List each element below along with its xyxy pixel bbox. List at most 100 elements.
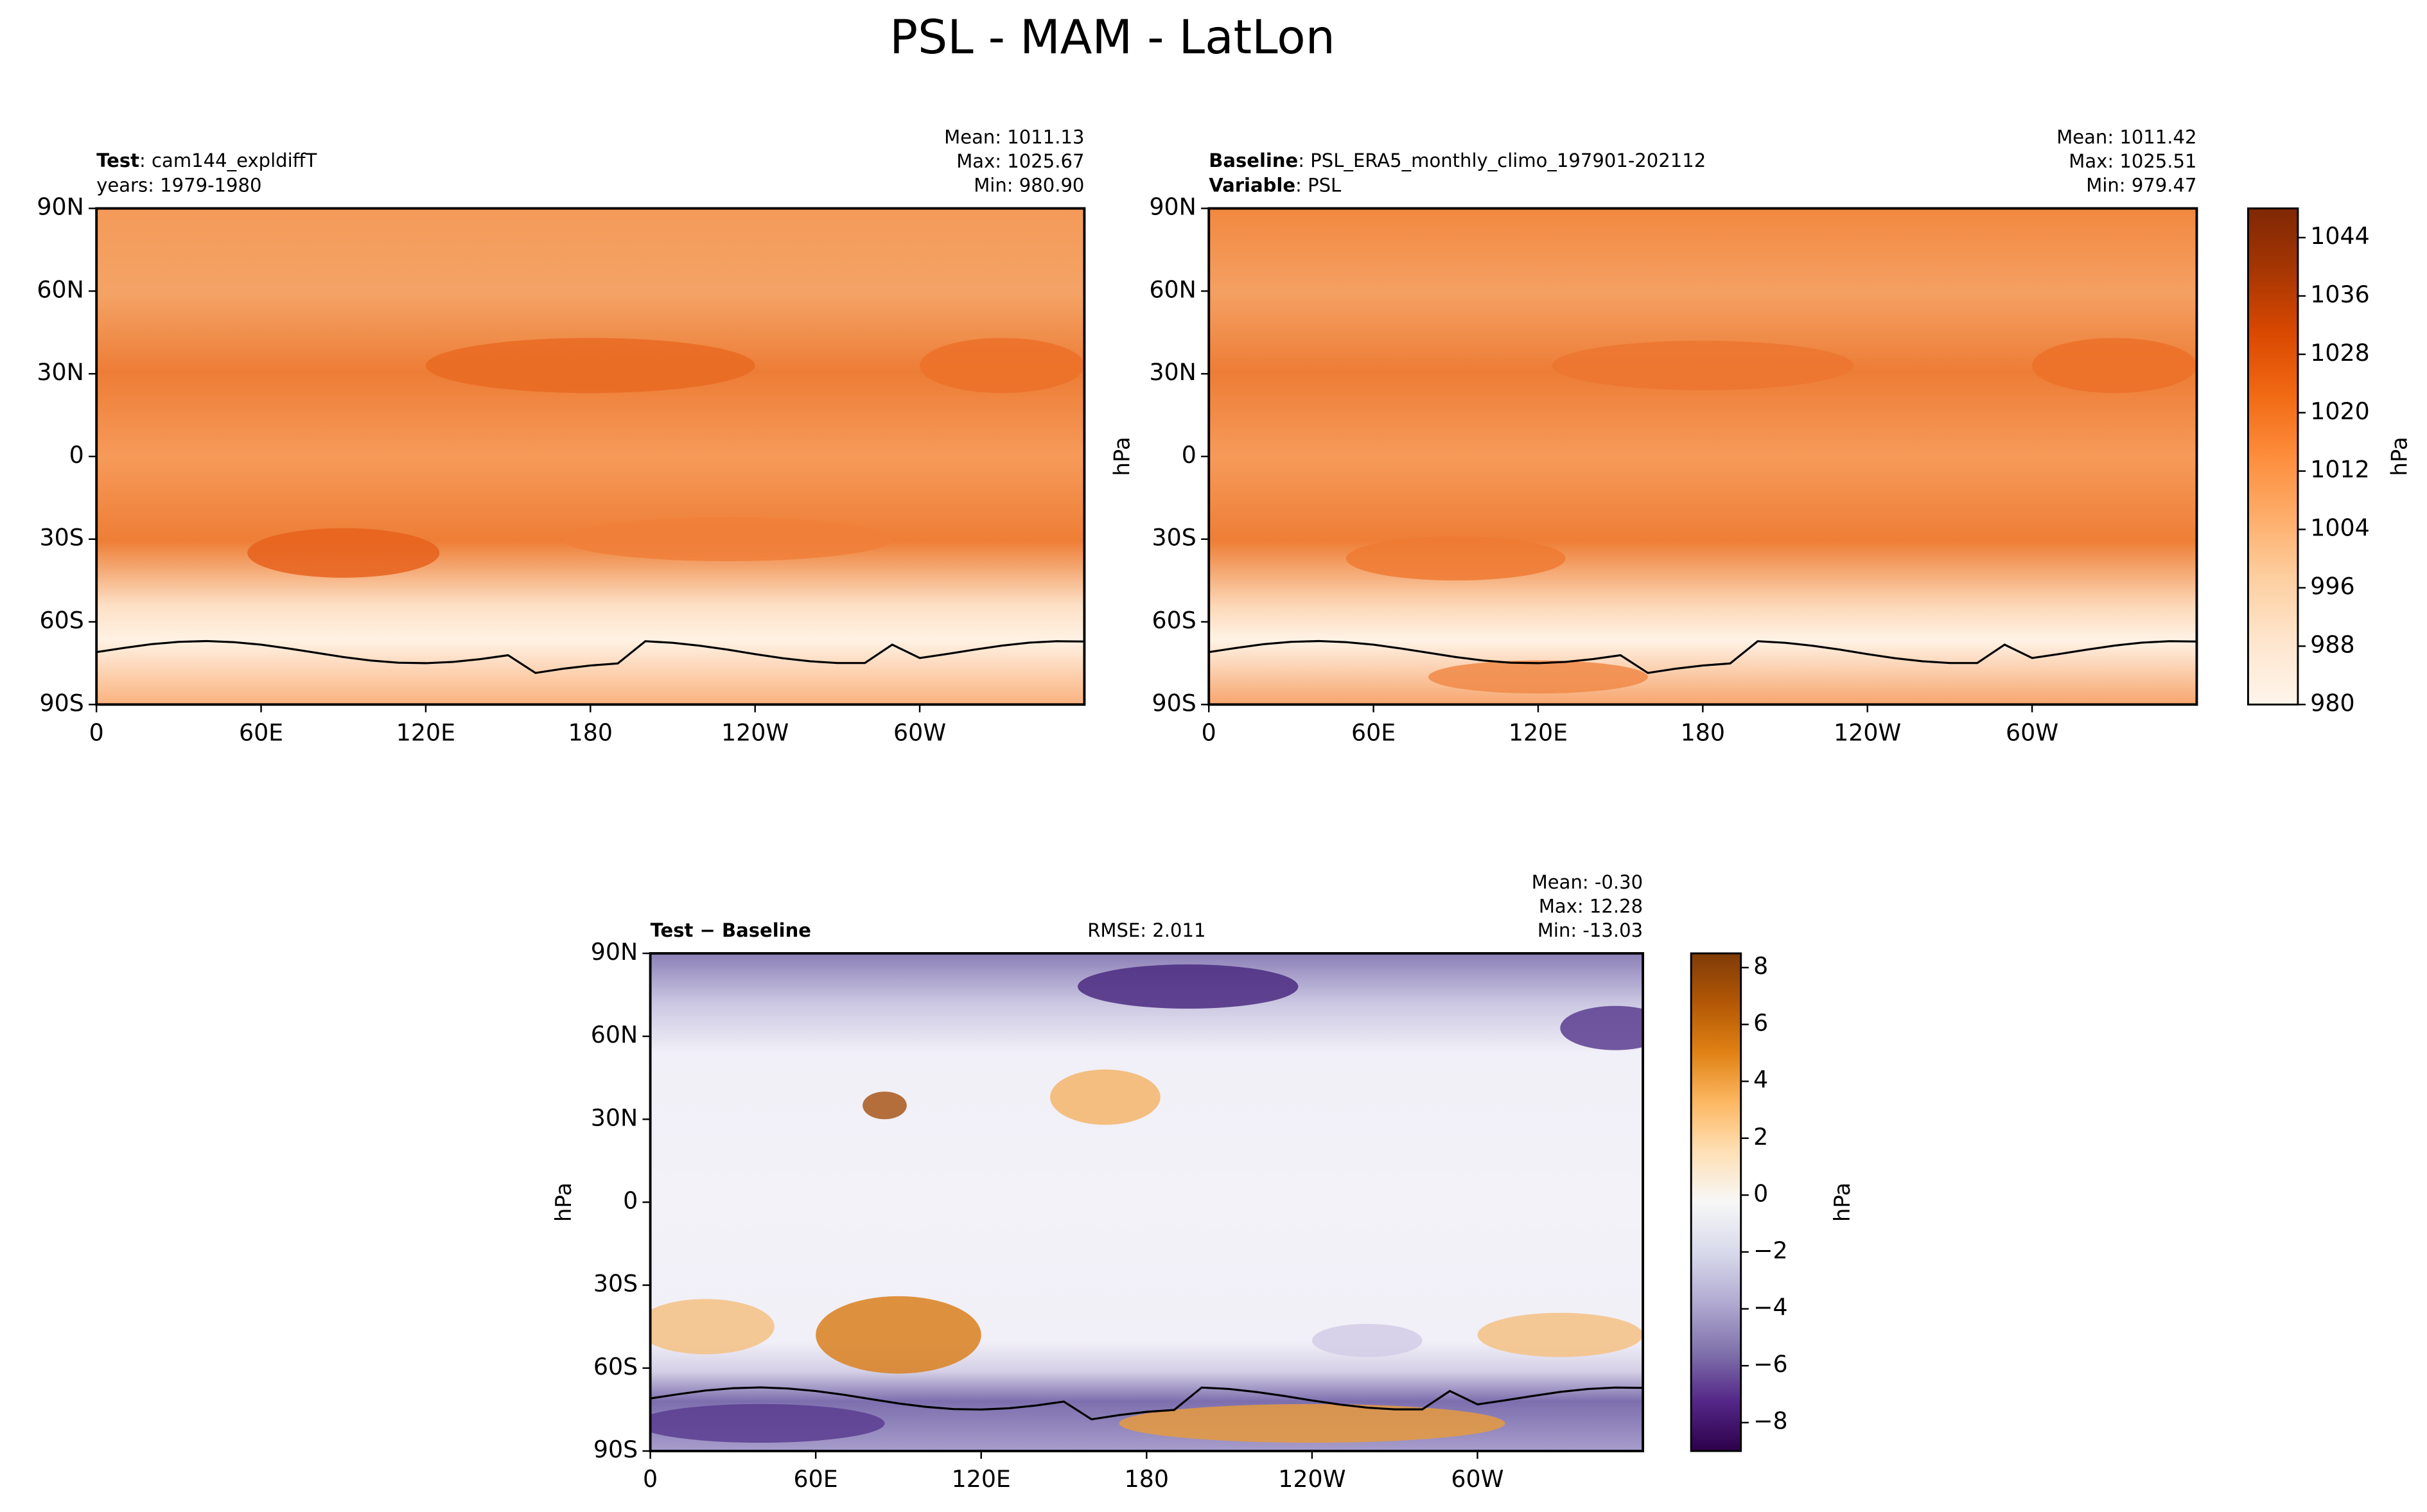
- map-panel: 0 60E 120E 180 120W 60W 90N 60N 30N 0 30S 60S 90S hPa…: [551, 871, 1855, 1493]
- y-tick-label: 30S: [593, 1270, 638, 1298]
- panel-label: years: 1979-1980: [96, 175, 261, 196]
- field-background: [1209, 208, 2197, 705]
- colorbar-tick-label: 980: [2310, 689, 2354, 717]
- colorbar-label: hPa: [2387, 437, 2412, 476]
- colorbar-tick-label: 1028: [2310, 339, 2369, 367]
- x-tick-label: 0: [1202, 718, 1216, 746]
- colorbar-tick-label: 1004: [2310, 514, 2369, 542]
- y-tick-label: 90S: [1152, 689, 1196, 717]
- x-tick-label: 0: [89, 718, 104, 746]
- field-feature: [2032, 338, 2197, 394]
- y-tick-label: 0: [1182, 441, 1196, 469]
- panel-stat: Max: 1025.67: [956, 150, 1084, 172]
- x-tick-label: 60E: [794, 1465, 838, 1493]
- y-tick-label: 90N: [1149, 193, 1196, 221]
- colorbar-tick-label: 988: [2310, 630, 2354, 658]
- colorbar-tick-label: 1036: [2310, 281, 2369, 308]
- y-tick-label: 30N: [591, 1104, 638, 1131]
- colorbar-tick-label: 1020: [2310, 397, 2369, 425]
- panel-stat: Mean: 1011.13: [944, 126, 1084, 148]
- field: [96, 208, 1085, 705]
- panel-stat: Min: 979.47: [2086, 175, 2196, 196]
- y-tick-label: 60N: [591, 1021, 638, 1048]
- coastline: [1209, 639, 2197, 674]
- x-tick-label: 60E: [1351, 718, 1396, 746]
- map-panel: 0 60E 120E 180 120W 60W 90N 60N 30N 0 30S 60S 90S hPa…: [1109, 126, 2412, 747]
- colorbar-tick-label: 0: [1753, 1179, 1768, 1207]
- y-tick-label: 30N: [37, 358, 83, 386]
- panel-label-text: : PSL: [1295, 175, 1342, 196]
- x-tick-label: 180: [1125, 1465, 1169, 1493]
- panel-label-text: years: 1979-1980: [96, 175, 261, 196]
- panel-stat: Mean: -0.30: [1532, 871, 1643, 893]
- field-feature: [563, 517, 893, 562]
- panel-label-key: Test − Baseline: [651, 919, 811, 941]
- field-feature: [1345, 536, 1566, 581]
- panel-label-key: Test: [96, 150, 139, 171]
- colorbar-tick-label: 4: [1753, 1066, 1768, 1093]
- colorbar-tick-label: −8: [1753, 1407, 1788, 1435]
- panel-stat: Max: 1025.51: [2069, 150, 2196, 172]
- y-tick-label: 60S: [1152, 607, 1196, 634]
- field-feature: [863, 1091, 907, 1120]
- colorbar-tick-label: 996: [2310, 573, 2354, 600]
- field-feature: [1428, 660, 1648, 694]
- y-tick-label: 60N: [1149, 275, 1196, 303]
- x-tick-label: 60W: [1451, 1465, 1503, 1493]
- colorbar: [2247, 207, 2299, 706]
- x-tick-label: 180: [1681, 718, 1725, 746]
- y-tick-label: 30N: [1149, 358, 1196, 386]
- y-tick-label: 60N: [37, 275, 83, 303]
- field-feature: [1119, 1403, 1505, 1443]
- colorbar-tick-label: −4: [1753, 1294, 1788, 1321]
- colorbar-tick-label: 1044: [2310, 222, 2369, 250]
- field-feature: [1477, 1312, 1643, 1357]
- panel-label: Baseline: PSL_ERA5_monthly_climo_197901-…: [1209, 150, 1706, 171]
- panel-label-text: : PSL_ERA5_monthly_climo_197901-202112: [1298, 150, 1706, 171]
- panel-center-text: RMSE: 2.011: [1087, 919, 1205, 941]
- y-tick-label: 30S: [1152, 524, 1196, 552]
- x-tick-label: 120E: [396, 718, 455, 746]
- y-tick-label: 0: [69, 441, 84, 469]
- field-feature: [1560, 1005, 1643, 1050]
- colorbar: [1690, 952, 1742, 1452]
- coastline: [96, 639, 1085, 674]
- field: [1209, 208, 2197, 705]
- x-tick-label: 120E: [952, 1465, 1011, 1493]
- field-feature: [1050, 1069, 1161, 1125]
- x-tick-label: 120E: [1509, 718, 1568, 746]
- colorbar-tick-label: 6: [1753, 1009, 1768, 1037]
- field-background: [650, 953, 1643, 1452]
- field-feature: [650, 1403, 885, 1443]
- figure-title: PSL - MAM - LatLon: [889, 11, 1335, 65]
- panel-label: Test − Baseline: [651, 919, 811, 941]
- x-tick-label: 60E: [239, 718, 283, 746]
- panel-label-key: Variable: [1209, 175, 1295, 196]
- panel-label: Test: cam144_expldiffT: [96, 150, 317, 171]
- field-feature: [920, 338, 1085, 394]
- x-tick-label: 0: [643, 1465, 658, 1493]
- panel-stat: Max: 12.28: [1539, 895, 1643, 917]
- colorbar-tick-label: 8: [1753, 952, 1768, 980]
- colorbar-tick-label: −2: [1753, 1237, 1788, 1264]
- panel-stat: Mean: 1011.42: [2056, 126, 2196, 148]
- y-tick-label: 90N: [37, 193, 83, 221]
- x-tick-label: 120W: [721, 718, 789, 746]
- x-tick-label: 60W: [893, 718, 946, 746]
- field-feature: [247, 528, 440, 578]
- field: [650, 953, 1643, 1452]
- y-tick-label: 0: [623, 1186, 638, 1214]
- panel-stat: Min: -13.03: [1538, 919, 1643, 941]
- y-tick-label: 90S: [40, 689, 84, 717]
- field-feature: [1552, 340, 1854, 390]
- y-tick-label: 60S: [40, 607, 84, 634]
- colorbar-tick-label: −6: [1753, 1350, 1788, 1378]
- coastline: [650, 1386, 1643, 1421]
- x-tick-label: 120W: [1278, 1465, 1345, 1493]
- panel-stat: Min: 980.90: [974, 175, 1084, 196]
- y-tick-label: 90N: [591, 938, 638, 966]
- y-tick-label: 60S: [593, 1353, 638, 1380]
- x-tick-label: 60W: [2006, 718, 2058, 746]
